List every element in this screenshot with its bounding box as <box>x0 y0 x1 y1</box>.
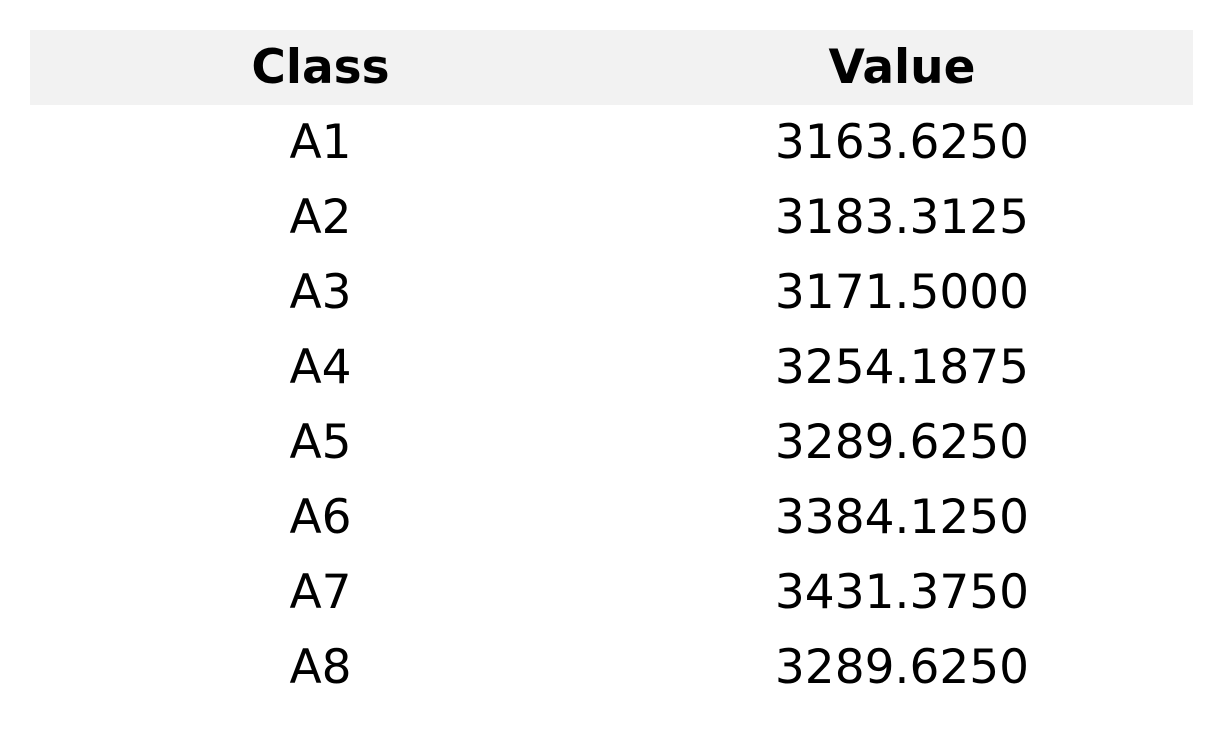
cell-class: A7 <box>289 565 352 620</box>
table-row: A4 3254.1875 <box>30 330 1193 405</box>
table-row: A5 3289.6250 <box>30 405 1193 480</box>
table-body: A1 3163.6250 A2 3183.3125 A3 3171.5000 A4 3254.… <box>30 105 1193 705</box>
column-header-value: Value <box>828 40 976 95</box>
table-row: A3 3171.5000 <box>30 255 1193 330</box>
cell-class: A5 <box>289 415 352 470</box>
table-row: A7 3431.3750 <box>30 555 1193 630</box>
cell-class: A1 <box>289 115 352 170</box>
table-row: A6 3384.1250 <box>30 480 1193 555</box>
cell-class: A2 <box>289 190 352 245</box>
cell-class: A6 <box>289 490 352 545</box>
cell-class: A4 <box>289 340 352 395</box>
table-row: A1 3163.6250 <box>30 105 1193 180</box>
cell-value: 3163.6250 <box>774 115 1030 170</box>
cell-value: 3254.1875 <box>774 340 1030 395</box>
table-row: A2 3183.3125 <box>30 180 1193 255</box>
cell-value: 3384.1250 <box>774 490 1030 545</box>
table-header-row: Class Value <box>30 30 1193 105</box>
cell-value: 3289.6250 <box>774 640 1030 695</box>
cell-class: A3 <box>289 265 352 320</box>
table-row: A8 3289.6250 <box>30 630 1193 705</box>
cell-value: 3431.3750 <box>774 565 1030 620</box>
cell-class: A8 <box>289 640 352 695</box>
data-table: Class Value A1 3163.6250 A2 3183.3125 A3 3171… <box>30 30 1193 705</box>
cell-value: 3171.5000 <box>774 265 1030 320</box>
cell-value: 3183.3125 <box>774 190 1030 245</box>
cell-value: 3289.6250 <box>774 415 1030 470</box>
column-header-class: Class <box>251 40 390 95</box>
